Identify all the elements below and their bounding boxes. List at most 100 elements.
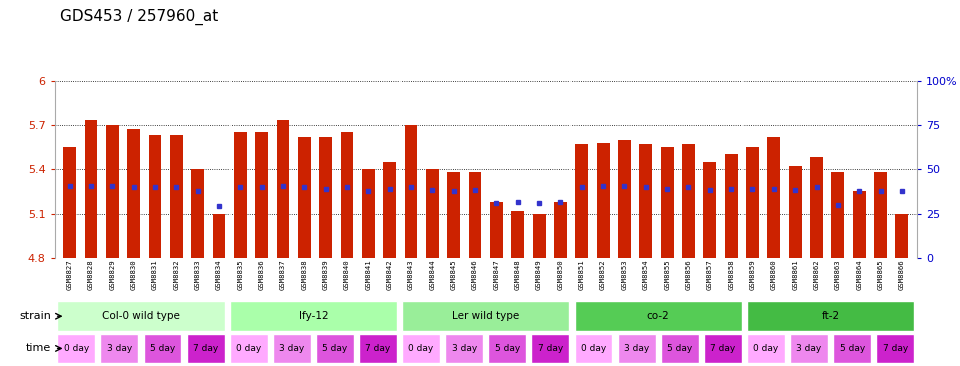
Bar [234,132,247,258]
Text: 5 day: 5 day [323,344,348,353]
Bar [402,334,440,363]
Text: GSM8857: GSM8857 [707,259,713,290]
Text: GSM8837: GSM8837 [280,259,286,290]
Bar [84,120,97,258]
Text: GSM8827: GSM8827 [66,259,73,290]
Text: GSM8861: GSM8861 [792,259,798,290]
Bar [789,166,802,258]
Bar [512,211,524,258]
Bar [101,334,138,363]
Bar [489,334,526,363]
Bar [58,302,225,331]
Text: 5 day: 5 day [839,344,865,353]
Bar [316,334,354,363]
Bar [149,135,161,258]
Text: GSM8858: GSM8858 [728,259,734,290]
Text: 7 day: 7 day [538,344,564,353]
Text: time: time [26,343,51,354]
Bar [574,302,742,331]
Text: GSM8859: GSM8859 [750,259,756,290]
Bar [852,191,866,258]
Bar [597,143,610,258]
Text: GSM8848: GSM8848 [515,259,520,290]
Bar [810,157,823,258]
Text: 7 day: 7 day [882,344,908,353]
Bar [402,302,569,331]
Bar [533,214,545,258]
Bar [790,334,828,363]
Bar [617,334,656,363]
Text: GSM8836: GSM8836 [258,259,265,290]
Text: 5 day: 5 day [150,344,175,353]
Text: GSM8851: GSM8851 [579,259,585,290]
Text: 0 day: 0 day [236,344,261,353]
Text: GSM8830: GSM8830 [131,259,136,290]
Text: GSM8853: GSM8853 [621,259,628,290]
Text: 5 day: 5 day [494,344,520,353]
Bar [170,135,182,258]
Bar [468,172,482,258]
Text: GSM8860: GSM8860 [771,259,777,290]
Text: GSM8835: GSM8835 [237,259,244,290]
Bar [186,334,225,363]
Text: GSM8832: GSM8832 [174,259,180,290]
Text: GSM8828: GSM8828 [88,259,94,290]
Text: GSM8843: GSM8843 [408,259,414,290]
Bar [426,169,439,258]
Text: GSM8844: GSM8844 [429,259,436,290]
Text: co-2: co-2 [647,311,669,321]
Bar [574,334,612,363]
Text: GSM8846: GSM8846 [472,259,478,290]
Text: 0 day: 0 day [754,344,779,353]
Text: GSM8845: GSM8845 [451,259,457,290]
Bar [876,334,914,363]
Text: GSM8839: GSM8839 [323,259,328,290]
Bar [747,302,914,331]
Text: GSM8838: GSM8838 [301,259,307,290]
Text: ft-2: ft-2 [822,311,840,321]
Bar [143,334,181,363]
Bar [255,132,268,258]
Text: GSM8834: GSM8834 [216,259,222,290]
Text: 5 day: 5 day [667,344,692,353]
Text: Ler wild type: Ler wild type [452,311,519,321]
Text: 0 day: 0 day [581,344,606,353]
Bar [229,302,397,331]
Bar [106,125,119,258]
Text: GSM8854: GSM8854 [643,259,649,290]
Bar [63,147,76,258]
Text: GSM8833: GSM8833 [195,259,201,290]
Text: 0 day: 0 day [63,344,89,353]
Text: GSM8840: GSM8840 [344,259,350,290]
Text: 3 day: 3 day [279,344,304,353]
Bar [704,334,742,363]
Bar [746,147,759,258]
Bar [575,144,588,258]
Bar [747,334,785,363]
Bar [362,169,374,258]
Text: 0 day: 0 day [408,344,434,353]
Bar [618,140,631,258]
Bar [128,129,140,258]
Text: 3 day: 3 day [624,344,649,353]
Text: Col-0 wild type: Col-0 wild type [102,311,180,321]
Bar [660,147,674,258]
Text: GDS453 / 257960_at: GDS453 / 257960_at [60,9,219,25]
Text: 7 day: 7 day [710,344,735,353]
Text: strain: strain [19,311,51,321]
Bar [320,137,332,258]
Bar [831,172,844,258]
Text: 7 day: 7 day [366,344,391,353]
Bar [341,132,353,258]
Bar [704,162,716,258]
Text: GSM8842: GSM8842 [387,259,393,290]
Bar [447,172,460,258]
Bar [896,214,908,258]
Text: GSM8841: GSM8841 [366,259,372,290]
Bar [833,334,871,363]
Bar [445,334,483,363]
Bar [191,169,204,258]
Bar [383,162,396,258]
Text: GSM8847: GSM8847 [493,259,499,290]
Bar [229,334,268,363]
